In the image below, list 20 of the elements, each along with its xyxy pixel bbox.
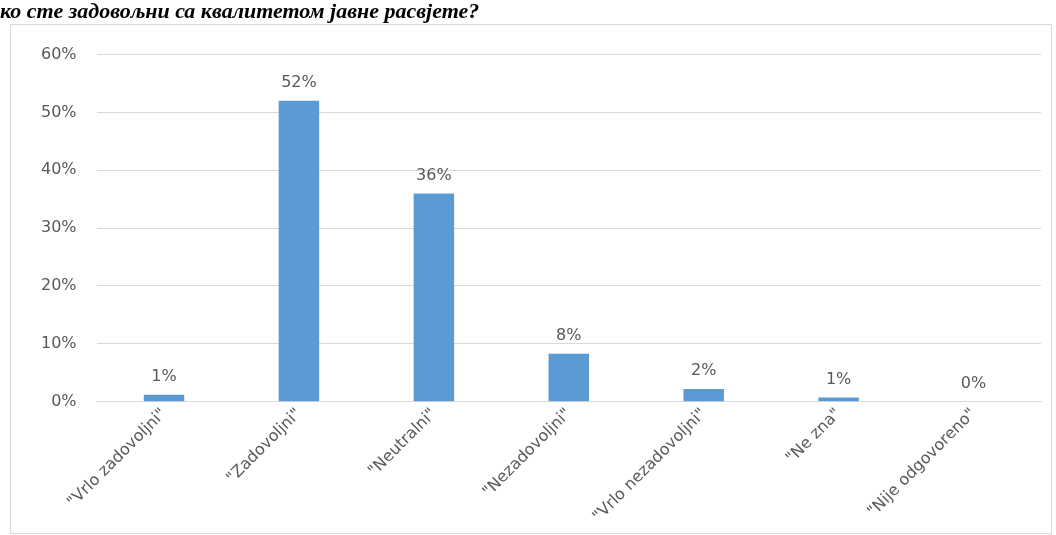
data-label: 2% (691, 360, 717, 380)
data-label: 1% (151, 365, 177, 385)
chart-title: ко сте задовољни са квалитетом јавне расвјете? (0, 0, 480, 23)
y-tick-label: 60% (41, 43, 77, 63)
data-label: 52% (281, 72, 317, 92)
bar (683, 388, 724, 402)
bar (143, 394, 185, 402)
data-label: 8% (556, 324, 582, 344)
y-tick-label: 0% (51, 390, 77, 410)
y-tick-label: 20% (41, 275, 77, 295)
bar (278, 100, 320, 402)
bar (413, 193, 455, 402)
y-tick-label: 10% (41, 332, 77, 352)
y-tick-label: 30% (41, 217, 77, 237)
bar (548, 353, 590, 402)
y-tick-label: 50% (41, 101, 77, 121)
data-label: 1% (825, 368, 852, 388)
data-label: 0% (960, 372, 987, 392)
data-label: 36% (416, 164, 452, 184)
y-tick-label: 40% (41, 159, 77, 179)
